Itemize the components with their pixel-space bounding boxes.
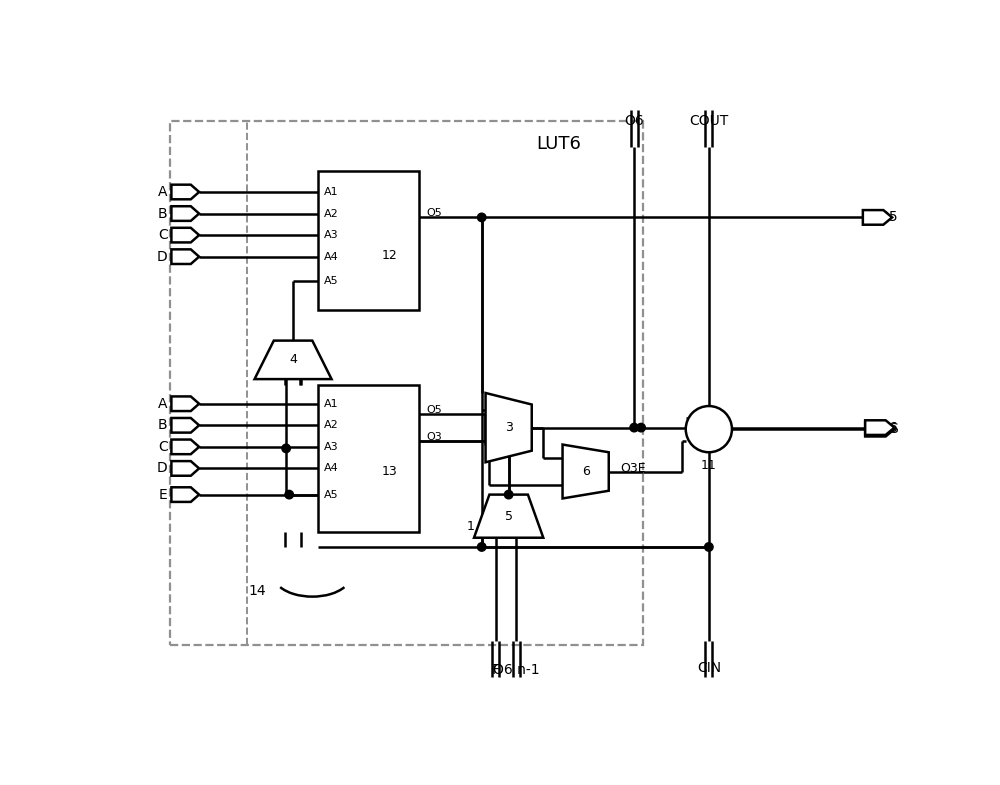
Polygon shape [171,418,199,433]
Text: D: D [157,462,168,476]
Polygon shape [171,440,199,455]
Polygon shape [563,444,609,498]
Polygon shape [255,341,332,379]
Text: A4: A4 [324,252,339,261]
Circle shape [477,542,486,551]
Text: O6: O6 [624,114,644,128]
Text: A2: A2 [324,209,339,218]
Text: B: B [158,206,168,221]
Polygon shape [171,184,199,199]
Text: C: C [158,228,168,242]
Text: S: S [889,422,898,436]
Text: A3: A3 [324,442,338,452]
Text: A: A [158,185,168,199]
Circle shape [630,423,638,432]
Circle shape [282,444,290,453]
Text: 11: 11 [701,459,717,472]
Text: A3: A3 [324,230,338,240]
Text: O6 n-1: O6 n-1 [493,663,540,677]
Text: O3: O3 [426,432,442,442]
Text: 12: 12 [382,250,397,262]
Text: 1: 1 [466,520,474,534]
Polygon shape [171,228,199,243]
Polygon shape [171,250,199,264]
Text: A5: A5 [324,276,338,286]
Polygon shape [865,422,894,436]
Text: C: C [158,440,168,454]
Text: O5: O5 [878,210,898,225]
Circle shape [637,423,645,432]
Polygon shape [865,420,894,435]
Bar [318,385,419,531]
Text: LUT6: LUT6 [536,135,581,153]
Text: CIN: CIN [697,661,721,675]
Text: 5: 5 [505,509,513,523]
Circle shape [504,491,513,498]
Polygon shape [474,495,543,538]
Text: O3E: O3E [620,462,646,475]
Text: A4: A4 [324,463,339,473]
Circle shape [477,214,486,221]
Text: A1: A1 [324,187,338,197]
Polygon shape [863,210,892,225]
Text: COUT: COUT [689,114,728,128]
Text: O6: O6 [878,421,898,435]
Text: D: D [157,250,168,264]
Text: O5: O5 [426,405,442,415]
Polygon shape [171,461,199,476]
Text: A5: A5 [324,490,338,499]
Polygon shape [171,396,199,411]
Polygon shape [171,487,199,502]
Circle shape [285,491,293,498]
Polygon shape [486,393,532,462]
Text: O5: O5 [426,208,442,217]
Text: 6: 6 [582,465,590,478]
Text: B: B [158,418,168,433]
Text: 13: 13 [382,465,397,478]
Text: E: E [159,487,168,502]
Text: 4: 4 [289,353,297,367]
Text: 14: 14 [248,584,266,598]
Circle shape [705,542,713,551]
Text: F: F [492,663,500,677]
Text: O5: O5 [869,210,888,225]
Text: A1: A1 [324,399,338,409]
Text: A: A [158,396,168,411]
Text: A2: A2 [324,420,339,430]
Polygon shape [171,206,199,221]
Text: 3: 3 [505,421,513,434]
Bar [318,171,419,310]
Circle shape [686,406,732,452]
Bar [170,121,643,644]
